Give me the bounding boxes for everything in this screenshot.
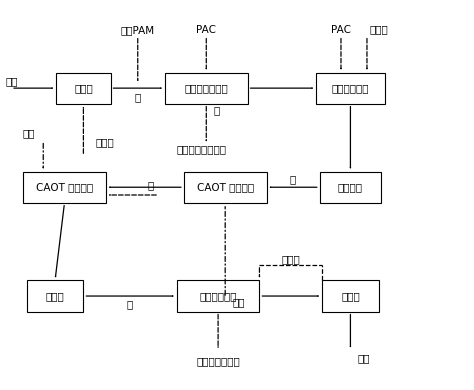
- Text: 反洗水去调节池: 反洗水去调节池: [196, 356, 240, 366]
- Text: 泵: 泵: [213, 106, 219, 116]
- Text: 高效絮凝沉淀池: 高效絮凝沉淀池: [184, 83, 228, 93]
- Text: 碱、PAM: 碱、PAM: [121, 25, 155, 35]
- FancyBboxPatch shape: [56, 73, 110, 104]
- Text: 酸: 酸: [147, 180, 154, 190]
- Text: 稳定池: 稳定池: [46, 291, 64, 301]
- Text: 调节池: 调节池: [74, 83, 93, 93]
- FancyBboxPatch shape: [316, 73, 385, 104]
- Text: 活性砂过滤池: 活性砂过滤池: [332, 83, 369, 93]
- FancyBboxPatch shape: [319, 172, 381, 203]
- FancyBboxPatch shape: [177, 280, 259, 312]
- Text: 臭氧: 臭氧: [232, 297, 245, 307]
- FancyBboxPatch shape: [23, 172, 106, 203]
- Text: 中间水池: 中间水池: [338, 182, 363, 192]
- Text: 曝气生物滤池: 曝气生物滤池: [200, 291, 237, 301]
- Text: 臭氧: 臭氧: [23, 128, 35, 138]
- FancyBboxPatch shape: [165, 73, 247, 104]
- Text: PAC: PAC: [331, 25, 351, 35]
- FancyBboxPatch shape: [27, 280, 83, 312]
- Text: 清水池: 清水池: [341, 291, 360, 301]
- Text: 现有污泥处理系统: 现有污泥处理系统: [176, 144, 227, 154]
- Text: 调节池: 调节池: [369, 24, 388, 34]
- Text: 泵: 泵: [290, 174, 296, 184]
- FancyBboxPatch shape: [184, 172, 266, 203]
- Text: 泵: 泵: [127, 300, 133, 310]
- Text: 反洗水: 反洗水: [282, 254, 300, 264]
- FancyBboxPatch shape: [322, 280, 379, 312]
- Text: 反洗水: 反洗水: [95, 138, 114, 147]
- Text: 外排: 外排: [357, 353, 370, 363]
- Text: 泵: 泵: [135, 92, 141, 102]
- Text: 废水: 废水: [5, 76, 18, 86]
- Text: PAC: PAC: [196, 25, 216, 35]
- Text: CAOT 一级反应: CAOT 一级反应: [197, 182, 254, 192]
- Text: CAOT 二级反应: CAOT 二级反应: [36, 182, 93, 192]
